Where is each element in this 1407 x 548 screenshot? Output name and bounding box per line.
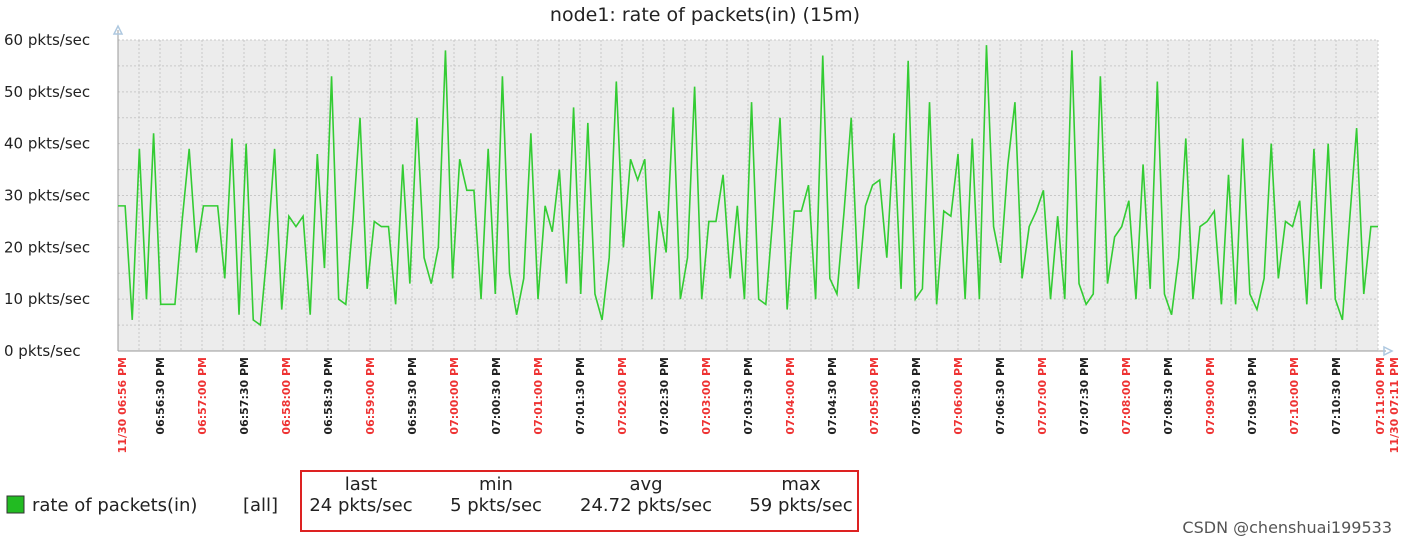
x-tick-label: 06:58:30 PM (322, 357, 335, 435)
x-tick-label: 07:08:30 PM (1162, 357, 1175, 435)
y-axis-tick-labels: 0 pkts/sec 10 pkts/sec 20 pkts/sec 30 pkts/… (4, 31, 90, 360)
x-tick-label: 11/30 06:56 PM (116, 357, 129, 453)
legend-scope: [all] (243, 495, 278, 516)
y-tick-label: 40 pkts/sec (4, 135, 90, 153)
y-tick-label: 20 pkts/sec (4, 238, 90, 256)
stat-value-last: 24 pkts/sec (309, 495, 412, 516)
y-tick-label: 10 pkts/sec (4, 290, 90, 308)
x-tick-label: 07:00:30 PM (490, 357, 503, 435)
x-tick-label: 07:04:30 PM (826, 357, 839, 435)
x-tick-label: 07:06:30 PM (994, 357, 1007, 435)
legend-label: rate of packets(in) (32, 495, 197, 516)
x-tick-label: 07:01:00 PM (532, 357, 545, 435)
stat-value-min: 5 pkts/sec (450, 495, 542, 516)
x-tick-label: 07:07:00 PM (1036, 357, 1049, 435)
x-tick-label: 07:05:00 PM (868, 357, 881, 435)
axes (112, 24, 1394, 357)
legend: rate of packets(in) [all] (6, 495, 278, 516)
x-tick-label: 06:56:30 PM (154, 357, 167, 435)
x-tick-label: 07:03:00 PM (700, 357, 713, 435)
x-tick-label: 07:00:00 PM (448, 357, 461, 435)
stats-table: last min avg max 24 pkts/sec 5 pkts/sec … (300, 470, 859, 532)
x-tick-label: 07:07:30 PM (1078, 357, 1091, 435)
x-tick-label: 07:09:00 PM (1204, 357, 1217, 435)
watermark: CSDN @chenshuai199533 (1182, 518, 1392, 537)
x-tick-label: 06:58:00 PM (280, 357, 293, 435)
x-tick-label: 06:59:30 PM (406, 357, 419, 435)
x-tick-label: 07:09:30 PM (1246, 357, 1259, 435)
stat-header-min: min (479, 474, 513, 495)
stat-header-avg: avg (629, 474, 662, 495)
x-tick-label: 07:02:30 PM (658, 357, 671, 435)
legend-swatch (6, 495, 25, 514)
stat-header-last: last (345, 474, 377, 495)
series-layer (118, 45, 1378, 327)
stats-highlight-box (300, 470, 859, 532)
x-tick-label: 07:04:00 PM (784, 357, 797, 435)
x-tick-label: 07:06:00 PM (952, 357, 965, 435)
y-tick-label: 30 pkts/sec (4, 187, 90, 205)
x-tick-label: 07:10:30 PM (1330, 357, 1343, 435)
stat-value-avg: 24.72 pkts/sec (580, 495, 712, 516)
x-tick-label: 07:10:00 PM (1288, 357, 1301, 435)
x-tick-label: 06:59:00 PM (364, 357, 377, 435)
x-axis-arrow-icon (1383, 345, 1394, 357)
y-tick-label: 0 pkts/sec (4, 342, 81, 360)
stat-value-max: 59 pkts/sec (749, 495, 852, 516)
series-line (118, 45, 1378, 327)
y-axis-arrow-icon (112, 24, 124, 35)
x-tick-label: 06:57:00 PM (196, 357, 209, 435)
chart-title: node1: rate of packets(in) (15m) (550, 4, 860, 26)
x-axis-tick-labels: 11/30 06:56 PM 06:56:30 PM 06:57:00 PM 06:5… (116, 357, 1401, 453)
x-tick-label: 11/30 07:11 PM (1388, 357, 1401, 453)
x-tick-label: 06:57:30 PM (238, 357, 251, 435)
x-tick-label: 07:05:30 PM (910, 357, 923, 435)
x-tick-label: 07:03:30 PM (742, 357, 755, 435)
x-tick-label: 07:01:30 PM (574, 357, 587, 435)
y-tick-label: 60 pkts/sec (4, 31, 90, 49)
x-tick-label: 07:02:00 PM (616, 357, 629, 435)
y-tick-label: 50 pkts/sec (4, 83, 90, 101)
stat-header-max: max (781, 474, 821, 495)
x-tick-label: 07:08:00 PM (1120, 357, 1133, 435)
x-tick-label: 07:11:00 PM (1374, 357, 1387, 435)
